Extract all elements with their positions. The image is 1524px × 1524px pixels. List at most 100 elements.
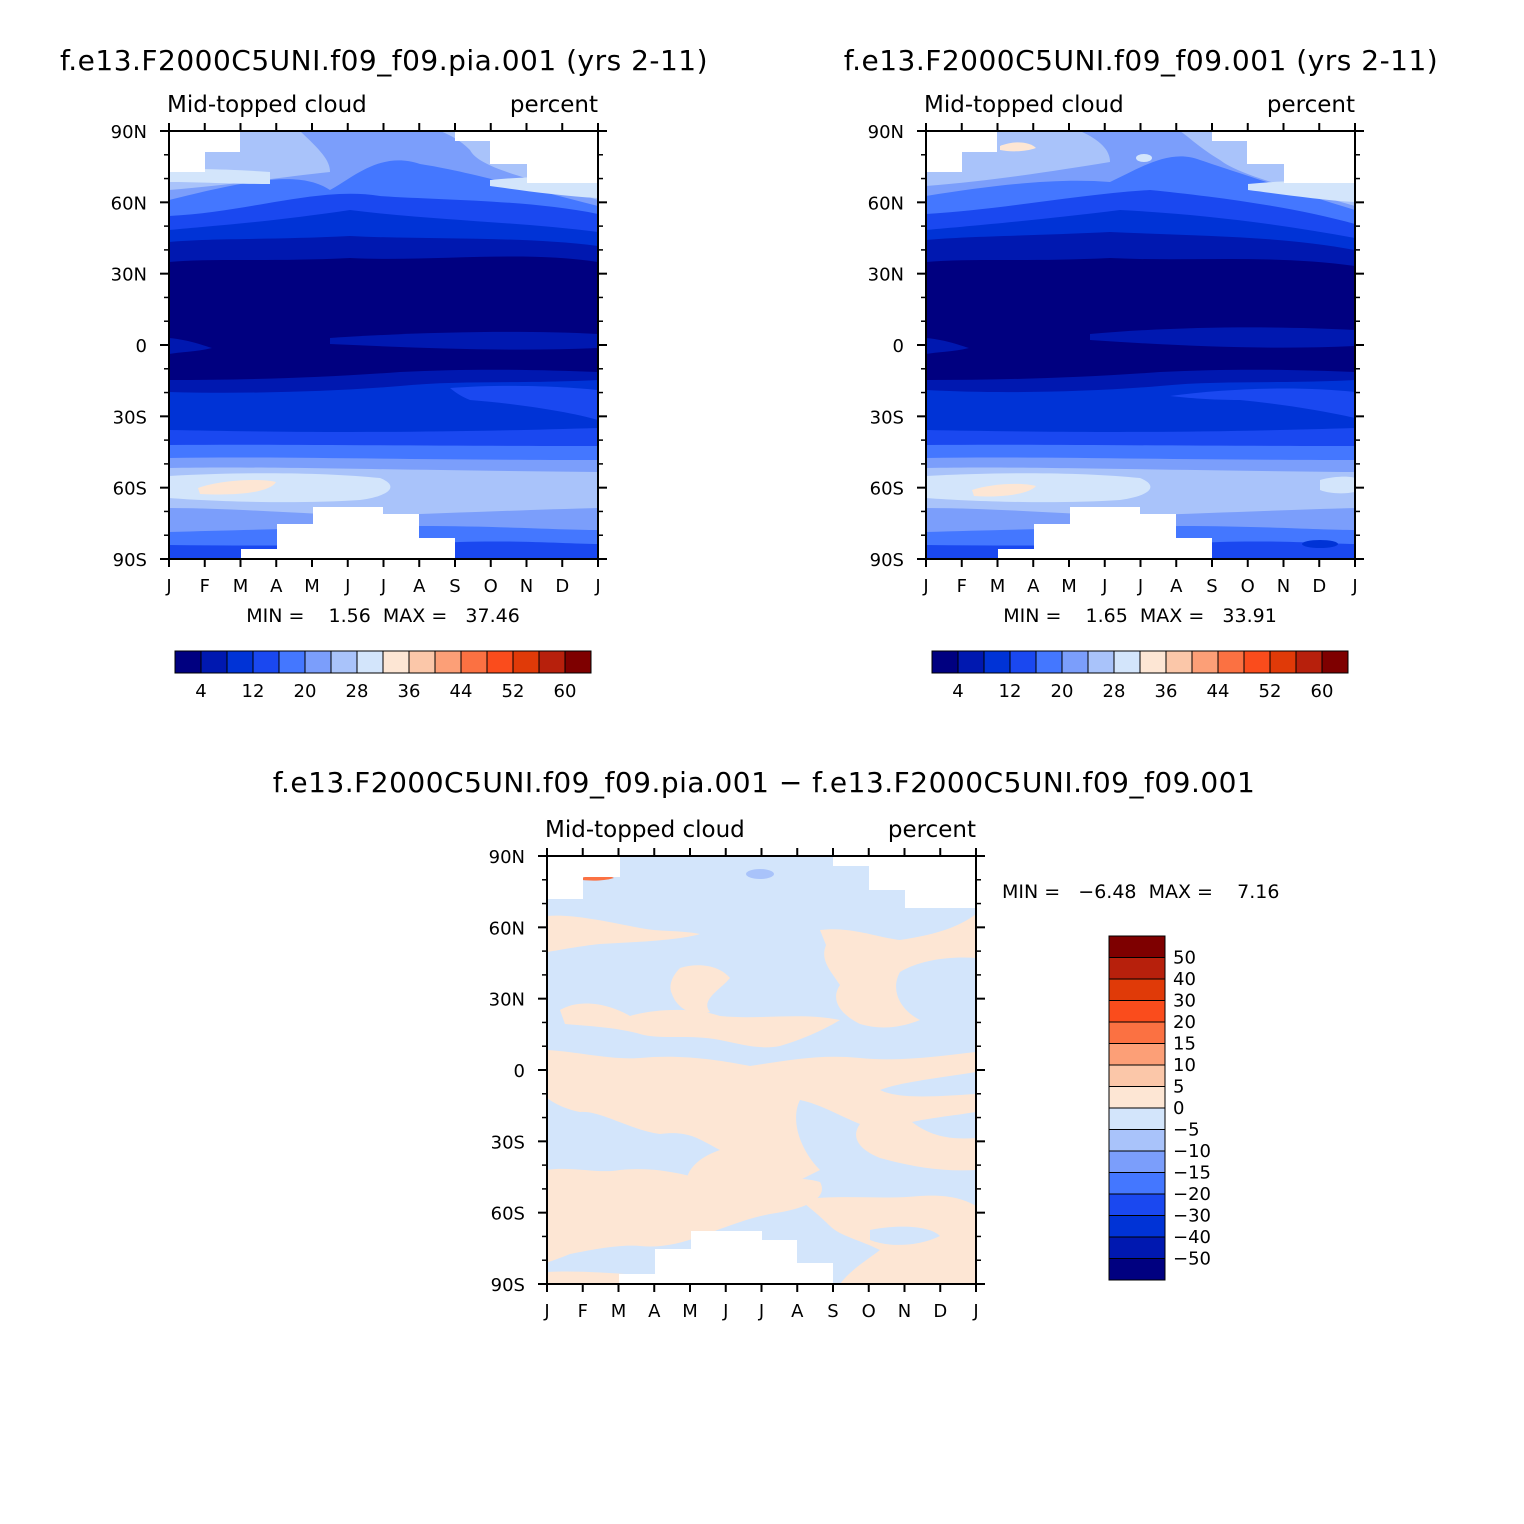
panel-3-min-max: MIN = −6.48 MAX = 7.16 (1002, 881, 1279, 903)
panel-3-patch-b (820, 914, 976, 1028)
panel-2-colorbar-swatch (1269, 650, 1297, 674)
panel-3-xtick-label: J (972, 1301, 978, 1322)
panel-2-xtick-label: O (1241, 576, 1255, 597)
panel-3-missing-north-b (869, 856, 976, 908)
panel-1-xtick-label: A (413, 576, 426, 597)
panel-3-colorbar-label: 10 (1173, 1055, 1196, 1076)
panel-2-colorbar-swatch (1217, 650, 1245, 674)
panel-2-colorbar-label: 20 (1051, 681, 1074, 702)
panel-1-title: f.e13.F2000C5UNI.f09_f09.pia.001 (yrs 2-… (60, 44, 708, 77)
panel-2-colorbar-label: 28 (1103, 681, 1126, 702)
panel-3-colorbar-swatch (1108, 1236, 1166, 1259)
panel-3-xtick-label: M (682, 1301, 698, 1322)
panel-2-colorbar-swatch (1321, 650, 1349, 674)
panel-2-patch-eq-a (926, 338, 969, 354)
panel-2-xtick-label: A (1027, 576, 1040, 597)
panel-2-missing-south (998, 507, 1212, 559)
panel-3-colorbar-label: 5 (1173, 1077, 1184, 1098)
panel-3-colorbar-label: 20 (1173, 1012, 1196, 1033)
panel-3-xtick-label: S (827, 1301, 838, 1322)
panel-2-colorbar-swatch (1061, 650, 1089, 674)
panel-1-field (169, 131, 598, 559)
panel-3-colorbar-label: 50 (1173, 948, 1196, 969)
panel-2-colorbar-swatch (957, 650, 985, 674)
panel-2-xtick-label: S (1206, 576, 1217, 597)
panel-2-band-equator-n (926, 286, 1355, 302)
panel-2-ytick-label: 30S (870, 407, 904, 428)
panel-2-colorbar-swatch (1009, 650, 1037, 674)
panel-3-colorbar-swatch (1108, 1086, 1166, 1109)
panel-2-patch-north-max (1000, 142, 1036, 152)
panel-3-xtick-label: M (611, 1301, 627, 1322)
panel-2-colorbar-swatch (1087, 650, 1115, 674)
panel-1: f.e13.F2000C5UNI.f09_f09.pia.001 (yrs 2-… (60, 44, 708, 702)
panel-2-ytick-label: 90N (868, 122, 904, 143)
panel-2-xtick-label: F (957, 576, 967, 597)
panel-3-colorbar-swatch (1108, 1107, 1166, 1130)
panel-1-colorbar-swatch (304, 650, 332, 674)
panel-1-patch-min (436, 263, 464, 273)
panel-1-colorbar-label: 20 (294, 681, 317, 702)
panel-3-colorbar-label: −15 (1173, 1163, 1211, 1184)
panel-1-xtick-label: N (520, 576, 533, 597)
panel-1-xtick-label: J (165, 576, 171, 597)
panel-2-patch-min (1160, 260, 1224, 275)
panel-1-patch-north-d (169, 169, 270, 184)
panel-1-patch-max (198, 480, 276, 495)
panel-2-band-south-6 (926, 473, 1151, 503)
panel-3-missing-north-a (547, 856, 620, 899)
panel-2-xtick-label: J (922, 576, 928, 597)
panel-2-colorbar-swatch (1295, 650, 1323, 674)
panel-3-subtitle-right: percent (888, 817, 976, 843)
panel-3-patch-e (547, 1050, 976, 1206)
panel-3-missing-north-c (833, 856, 869, 866)
panel-3-colorbar-swatch (1108, 1129, 1166, 1152)
panel-3-xtick-label: D (933, 1301, 947, 1322)
panel-1-colorbar-swatch (512, 650, 540, 674)
panel-3-xtick-label: A (791, 1301, 804, 1322)
panel-1-colorbar-label: 44 (450, 681, 473, 702)
panel-1-colorbar-swatch (174, 650, 202, 674)
panel-1-missing-north-a (169, 131, 240, 172)
panel-3-colorbar-swatch (1108, 935, 1166, 958)
panel-3-colorbar-swatch (1108, 1064, 1166, 1087)
panel-1-ytick-label: 90N (111, 122, 147, 143)
panel-2-ytick-label: 30N (868, 265, 904, 286)
panel-2-missing-north-b (1247, 131, 1355, 183)
panel-1-subtitle-left: Mid-topped cloud (167, 92, 367, 118)
panel-1-colorbar-swatch (486, 650, 514, 674)
panel-3-ytick-label: 90N (489, 847, 525, 868)
panel-1-xtick-label: O (484, 576, 498, 597)
panel-2-ytick-label: 60S (870, 479, 904, 500)
panel-3-patch-a (547, 915, 700, 952)
panel-3-colorbar-label: 15 (1173, 1034, 1196, 1055)
panel-1-colorbar-swatch (382, 650, 410, 674)
panel-2-colorbar-swatch (983, 650, 1011, 674)
panel-3-colorbar-swatch (1108, 957, 1166, 980)
panel-2-missing-north-a (926, 131, 997, 172)
panel-3-colorbar-swatch (1108, 1150, 1166, 1173)
panel-2-colorbar-swatch (931, 650, 959, 674)
panel-3-patch-d (560, 1003, 840, 1048)
panel-2-patch-south-a (1170, 388, 1355, 418)
panel-1-ytick-label: 30N (111, 265, 147, 286)
panel-2-missing-north-c (1212, 131, 1247, 141)
panel-1-colorbar-label: 52 (502, 681, 525, 702)
panel-3-ytick-label: 60N (489, 918, 525, 939)
panel-1-colorbar-swatch (200, 650, 228, 674)
panel-1-colorbar-swatch (252, 650, 280, 674)
panel-2-patch-south-max (972, 483, 1036, 497)
panel-1-xtick-label: J (594, 576, 600, 597)
panel-3-colorbar-label: −40 (1173, 1227, 1211, 1248)
panel-2-colorbar-swatch (1139, 650, 1167, 674)
panel-2-xtick-label: D (1312, 576, 1326, 597)
panel-1-xtick-label: M (233, 576, 249, 597)
panel-1-subtitle-right: percent (510, 92, 598, 118)
panel-2-subtitle-right: percent (1267, 92, 1355, 118)
panel-1-colorbar-label: 12 (242, 681, 265, 702)
panel-2-colorbar-label: 4 (952, 681, 963, 702)
panel-3-xtick-label: F (578, 1301, 588, 1322)
panel-1-colorbar-swatch (226, 650, 254, 674)
